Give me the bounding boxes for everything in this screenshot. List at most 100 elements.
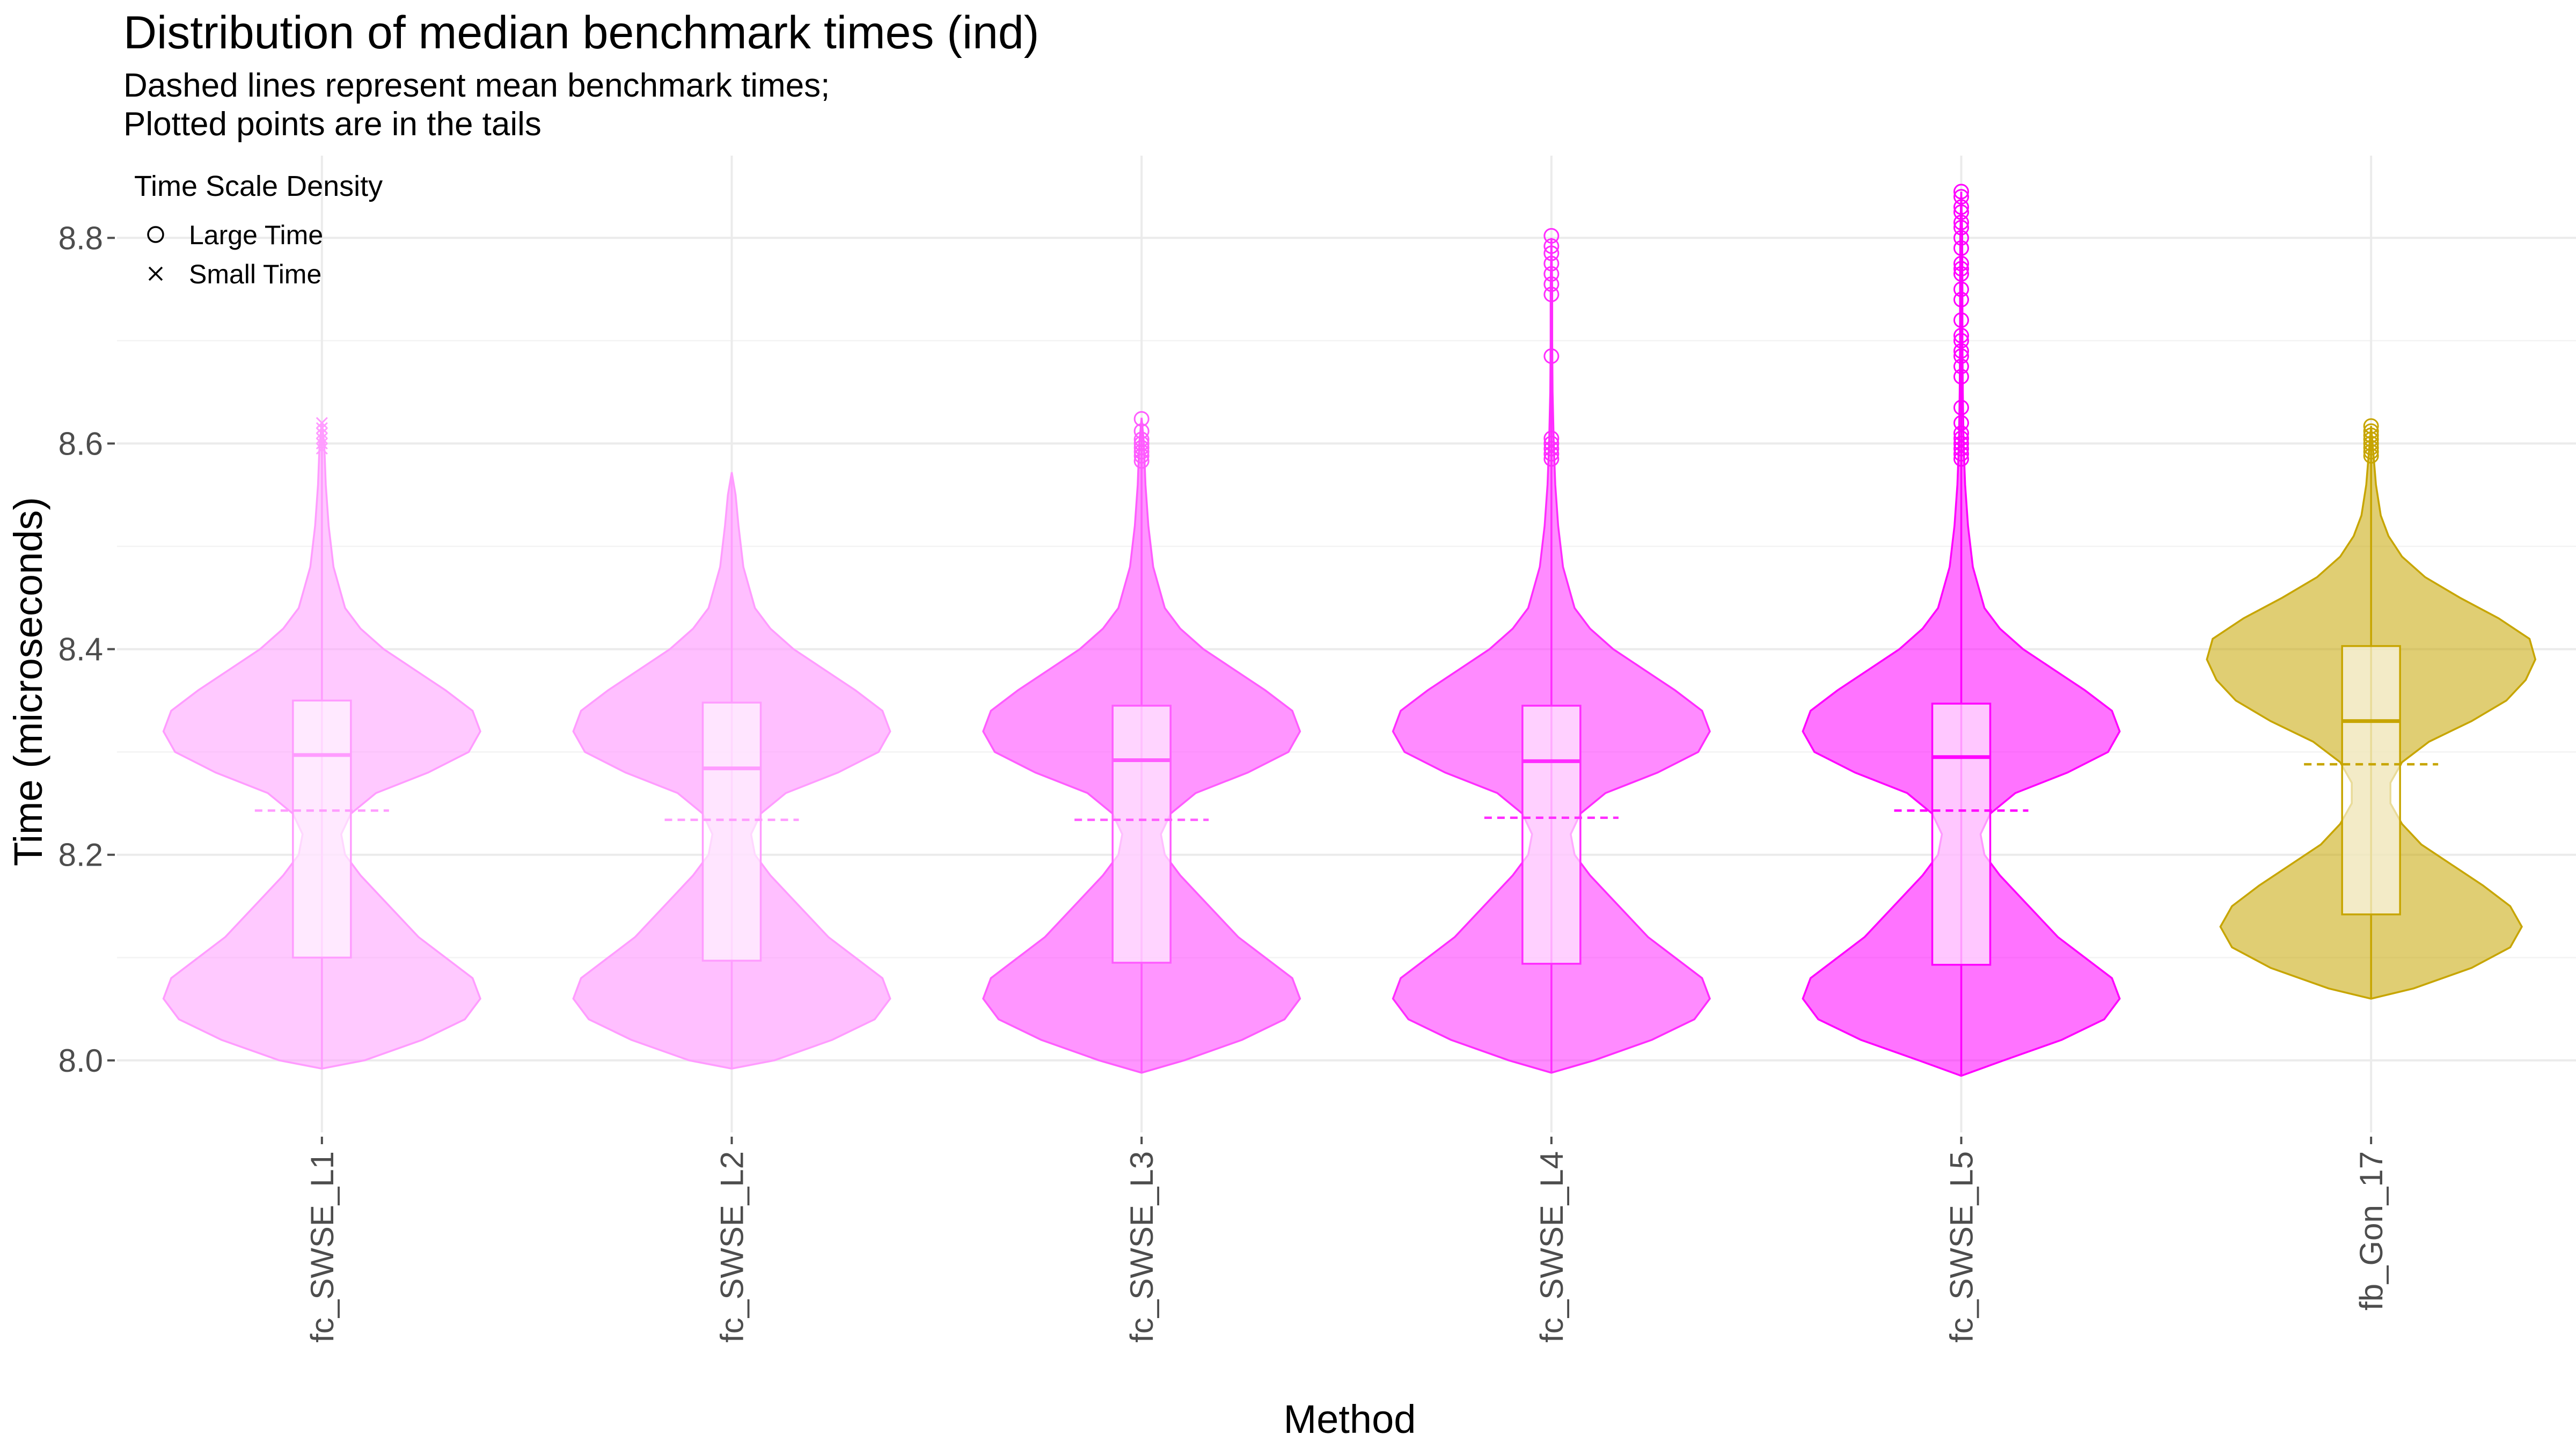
tail-point (1543, 245, 1560, 261)
tail-point (1543, 435, 1560, 451)
y-tick-label: 8.4 (58, 632, 103, 668)
violin-group (1802, 184, 2121, 1077)
tail-point (1953, 348, 1969, 364)
chart-subtitle-line-2: Plotted points are in the tails (123, 106, 541, 143)
tail-point (2363, 448, 2379, 464)
tail-point-cross (316, 442, 328, 455)
y-axis-title: Time (microseconds) (6, 497, 50, 866)
tail-cross-stroke (316, 432, 328, 444)
legend-circle-symbol (147, 226, 164, 243)
tail-point (1953, 189, 1969, 205)
tail-point (1543, 255, 1560, 272)
violin-group (982, 411, 1301, 1074)
tail-point (1953, 266, 1969, 282)
tail-point (1953, 312, 1969, 328)
box-iqr (701, 701, 762, 962)
tail-point-cross (316, 437, 328, 450)
tail-point (1953, 358, 1969, 375)
x-tick-label: fb_Gon_17 (2353, 1151, 2389, 1311)
tail-point-cross (316, 417, 328, 429)
tail-point (1133, 448, 1150, 464)
y-axis: 8.0 8.2 8.4 8.6 8.8 (58, 220, 115, 1079)
box-iqr (1931, 702, 1992, 966)
tail-point (1953, 441, 1969, 457)
tail-point (1543, 451, 1560, 467)
tail-point (1543, 287, 1560, 303)
y-tick-label: 8.2 (58, 837, 103, 873)
tail-point (1953, 451, 1969, 467)
chart-title: Distribution of median benchmark times (… (123, 7, 1039, 58)
tail-point (1953, 291, 1969, 308)
legend-label-small-time: Small Time (189, 259, 321, 289)
tail-point (1133, 435, 1150, 451)
tail-point (1543, 446, 1560, 462)
tail-point (2363, 423, 2379, 439)
violin-group (572, 472, 891, 1070)
tail-point (1543, 238, 1560, 254)
tail-point (1543, 228, 1560, 244)
tail-point (1543, 348, 1560, 364)
legend-label-large-time: Large Time (189, 220, 323, 250)
tail-point (1953, 425, 1969, 441)
tail-point (1133, 440, 1150, 456)
tail-point (1953, 281, 1969, 297)
tail-point (1953, 184, 1969, 200)
tail-point (1953, 446, 1969, 462)
tail-point (1953, 219, 1969, 236)
tail-point-cross (316, 432, 328, 444)
tail-point (2363, 427, 2379, 443)
tail-point (1953, 255, 1969, 272)
chart-subtitle-line-1: Dashed lines represent mean benchmark ti… (123, 67, 830, 104)
violin-group (162, 417, 481, 1070)
tail-point (1953, 430, 1969, 447)
box-iqr (1111, 705, 1172, 964)
tail-cross-stroke (316, 427, 328, 440)
tail-point (1953, 240, 1969, 256)
violin-layer (162, 184, 2537, 1077)
legend-cross-symbol (148, 266, 163, 281)
tail-point (2363, 444, 2379, 460)
tail-point (1543, 441, 1560, 457)
tail-point (1953, 435, 1969, 451)
tail-point (2363, 418, 2379, 434)
tail-point (1953, 369, 1969, 385)
x-tick-label: fc_SWSE_L1 (304, 1151, 340, 1343)
tail-point (1133, 411, 1150, 427)
tail-point (1543, 276, 1560, 292)
tail-point (1953, 343, 1969, 359)
tail-cross-stroke (316, 422, 328, 434)
tail-point (2363, 440, 2379, 456)
x-axis-title: Method (1284, 1397, 1416, 1441)
y-tick-label: 8.0 (58, 1043, 103, 1079)
tail-point (1953, 215, 1969, 231)
tail-point (1953, 261, 1969, 277)
legend: Time Scale Density Large Time Small Time (134, 170, 383, 289)
tail-point (1953, 327, 1969, 343)
violin-group (1392, 228, 1711, 1074)
tail-point (1953, 230, 1969, 246)
y-tick-label: 8.6 (58, 426, 103, 462)
tail-point (1133, 444, 1150, 460)
tail-point (2363, 435, 2379, 451)
x-tick-label: fc_SWSE_L5 (1944, 1151, 1980, 1343)
tail-point (1953, 199, 1969, 215)
tail-cross-stroke (316, 442, 328, 455)
x-tick-label: fc_SWSE_L3 (1124, 1151, 1160, 1343)
tail-cross-stroke (316, 417, 328, 429)
x-tick-label: fc_SWSE_L4 (1534, 1151, 1570, 1343)
tail-point-cross (316, 422, 328, 434)
tail-point (1543, 430, 1560, 447)
y-tick-label: 8.8 (58, 220, 103, 256)
tail-point (1133, 431, 1150, 448)
box-iqr (1521, 705, 1582, 965)
tail-point (1953, 399, 1969, 415)
x-axis: fc_SWSE_L1 fc_SWSE_L2 fc_SWSE_L3 fc_SWSE_L4… (304, 1137, 2389, 1343)
tail-point (1953, 204, 1969, 220)
tail-point (1953, 415, 1969, 431)
tail-cross-stroke (316, 437, 328, 450)
box-iqr (2341, 645, 2401, 916)
plot-grid (117, 156, 2576, 1132)
box-iqr (292, 699, 352, 959)
legend-title: Time Scale Density (134, 170, 383, 202)
